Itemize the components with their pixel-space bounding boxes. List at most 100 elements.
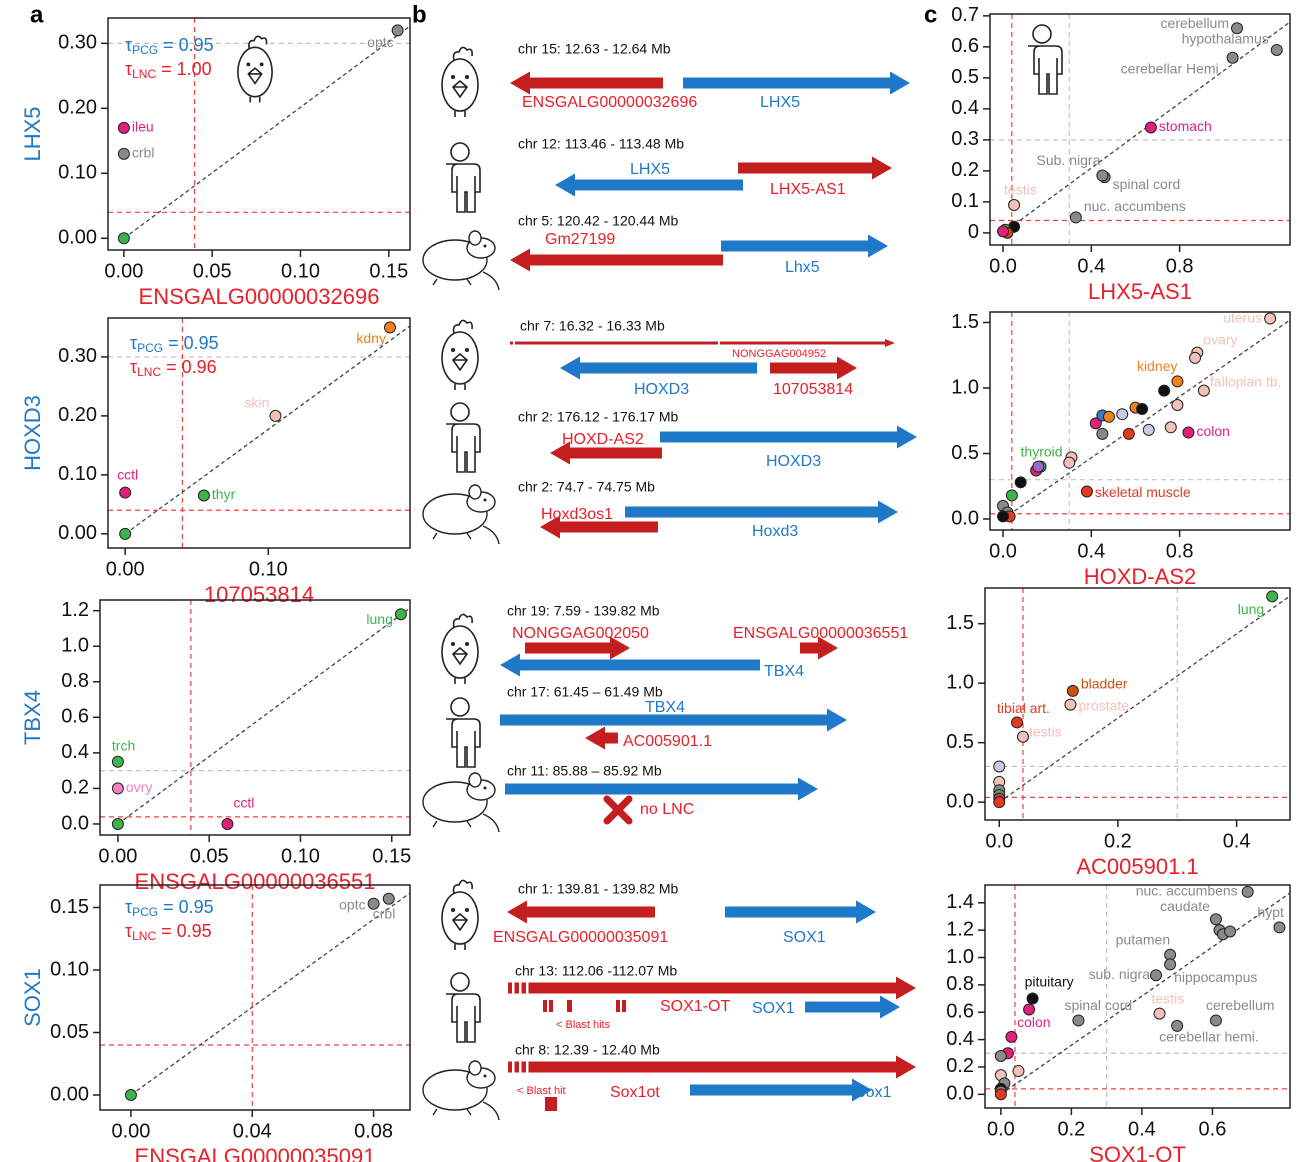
point-label: fallopian tb. — [1210, 373, 1282, 389]
icon-tail — [482, 813, 500, 833]
blast-hit — [622, 1000, 626, 1012]
data-point — [111, 782, 124, 795]
y-tick-label: 0.0 — [946, 790, 974, 812]
data-point — [994, 1088, 1007, 1101]
tau-subscript: LNC — [132, 67, 156, 81]
data-point — [994, 1050, 1007, 1063]
point-label: lung — [1238, 601, 1264, 617]
data-point — [117, 121, 130, 134]
y-tick-label: 0.15 — [50, 896, 89, 918]
point-label: kidney — [1137, 358, 1177, 374]
icon-legs — [454, 944, 466, 950]
y-tick-label: 0.20 — [58, 97, 97, 119]
icon-eye — [451, 908, 455, 912]
point-label: testis — [1152, 990, 1185, 1006]
point-label: lung — [366, 611, 392, 627]
gene-arrow — [500, 653, 760, 677]
y-tick-label: 0.00 — [58, 227, 97, 249]
data-point — [383, 321, 396, 334]
gene-label: Hoxd3os1 — [541, 506, 613, 523]
gene-label: ENSGALG00000036551 — [733, 625, 908, 642]
gene-label: ENSGALG00000032696 — [522, 94, 697, 111]
data-point — [1164, 421, 1177, 434]
point-label: skeletal muscle — [1095, 484, 1191, 500]
y-tick-label: 0.0 — [946, 1083, 974, 1105]
tau-value: = 0.95 — [163, 333, 219, 353]
data-point — [221, 817, 234, 830]
y-tick-label: 0.1 — [951, 190, 979, 212]
trend-line — [130, 892, 411, 1096]
data-point — [993, 760, 1006, 773]
gene-label: NONGGAG002050 — [512, 625, 649, 642]
y-tick-label: 1.0 — [951, 376, 979, 398]
tau-value: = 0.95 — [158, 35, 214, 55]
gene-arrow — [505, 777, 818, 801]
gene-label: SOX1 — [783, 929, 826, 946]
data-point — [1144, 121, 1157, 134]
dash-gap — [512, 1059, 515, 1075]
gene-label: LHX5 — [630, 161, 670, 178]
x-tick-label: 0.4 — [1077, 540, 1105, 562]
gene-label: TBX4 — [764, 663, 804, 680]
data-point — [269, 409, 282, 422]
data-point — [382, 892, 395, 905]
gene-arrow — [800, 636, 838, 660]
data-point — [1171, 375, 1184, 388]
x-tick-label: 0.00 — [106, 558, 145, 580]
point-label: cerebellar hemi. — [1159, 1029, 1259, 1045]
icon-ear — [468, 772, 482, 788]
x-axis-label: ENSGALG00000035091 — [135, 1144, 376, 1162]
tau-subscript: PCG — [132, 905, 158, 919]
y-tick-label: 1.0 — [61, 634, 89, 656]
icon-ear — [468, 1060, 482, 1076]
icon-comb — [452, 46, 473, 62]
icon-legs — [432, 532, 472, 540]
x-tick-label: 0.00 — [111, 1120, 150, 1142]
tau-symbol: τ — [125, 897, 132, 917]
trend-line — [1000, 892, 1291, 1095]
point-label: uterus — [1223, 309, 1262, 325]
x-tick-label: 0.2 — [1057, 1118, 1085, 1140]
x-tick-label: 0.10 — [249, 558, 288, 580]
point-label: caudate — [1160, 898, 1210, 914]
x-axis-label: ENSGALG00000032696 — [139, 284, 380, 309]
blast-hit — [567, 1000, 572, 1012]
trend-line — [1002, 319, 1291, 520]
y-tick-label: 0.3 — [951, 128, 979, 150]
gene-arrow — [508, 1055, 916, 1079]
trend-line — [998, 595, 1291, 803]
icon-head — [1032, 24, 1052, 44]
icon-eye — [451, 642, 455, 646]
point-label: spinal cord — [1113, 176, 1181, 192]
genomic-coordinates: chr 12: 113.46 - 113.48 Mb — [518, 136, 684, 152]
genomic-coordinates: chr 8: 12.39 - 12.40 Mb — [515, 1042, 660, 1058]
point-label: cerebellum — [1206, 997, 1274, 1013]
x-axis-label: SOX1-OT — [1089, 1142, 1186, 1162]
icon-eye — [465, 642, 469, 646]
icon-body — [1028, 45, 1063, 95]
gene-label: LHX5-AS1 — [770, 181, 846, 198]
icon-legs — [432, 820, 472, 828]
icon-comb — [452, 319, 473, 335]
data-point — [1171, 399, 1184, 412]
y-tick-label: 1.0 — [946, 946, 974, 968]
gene-track-head — [885, 339, 895, 347]
plot-frame — [107, 17, 411, 251]
x-axis-label: 107053814 — [204, 582, 314, 607]
icon-legs — [432, 278, 472, 286]
y-tick-label: 0.00 — [50, 1083, 89, 1105]
gene-label: TBX4 — [645, 699, 685, 716]
gene-arrow — [725, 900, 876, 924]
gene-arrow — [660, 425, 917, 449]
icon-comb — [248, 35, 268, 50]
point-label: stomach — [1159, 118, 1212, 134]
data-point — [1089, 417, 1102, 430]
data-point — [1182, 426, 1195, 439]
point-label: ovary — [1203, 331, 1237, 347]
gene-arrow — [555, 173, 743, 197]
icon-legs — [454, 384, 466, 390]
y-tick-label: 0.8 — [946, 973, 974, 995]
data-point — [1016, 730, 1029, 743]
point-label: hippocampus — [1174, 969, 1257, 985]
